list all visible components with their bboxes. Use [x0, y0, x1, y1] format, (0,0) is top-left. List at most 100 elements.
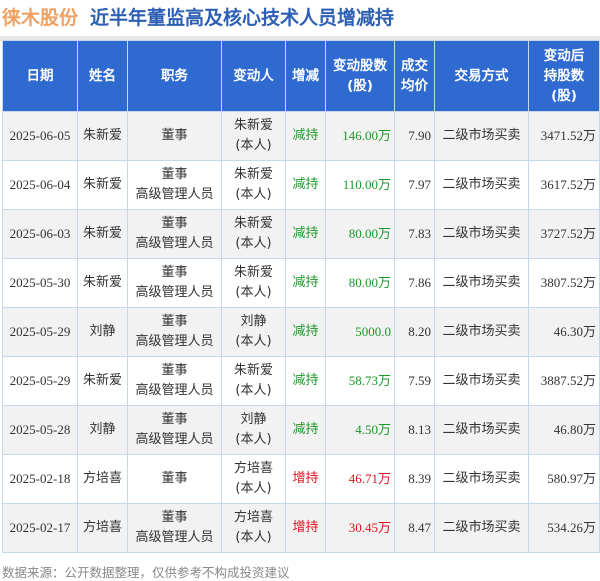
cell-name: 朱新爱 [77, 209, 128, 259]
cell-actor: 方培喜 (本人) [221, 454, 286, 504]
header-after: 变动后 持股数 (股) [528, 40, 600, 112]
cell-role: 董事 高级管理人员 [127, 356, 222, 406]
cell-after: 3617.52万 [528, 160, 600, 210]
cell-price: 8.20 [394, 307, 435, 357]
cell-date: 2025-05-29 [2, 307, 78, 357]
cell-after: 3471.52万 [528, 111, 600, 161]
cell-price: 7.59 [394, 356, 435, 406]
cell-name: 刘静 [77, 405, 128, 455]
cell-shares: 80.00万 [325, 209, 395, 259]
divider [0, 36, 600, 41]
cell-role: 董事 [127, 454, 222, 504]
cell-method: 二级市场买卖 [434, 258, 529, 308]
header-shares: 变动股数 (股) [325, 40, 395, 112]
cell-method: 二级市场买卖 [434, 160, 529, 210]
cell-date: 2025-05-30 [2, 258, 78, 308]
page-title: 徕木股份 近半年董监高及核心技术人员增减持 [2, 3, 394, 30]
cell-actor: 朱新爱 (本人) [221, 258, 286, 308]
cell-change: 增持 [285, 454, 326, 504]
cell-price: 7.86 [394, 258, 435, 308]
cell-shares: 4.50万 [325, 405, 395, 455]
cell-shares: 5000.0 [325, 307, 395, 357]
cell-name: 朱新爱 [77, 160, 128, 210]
cell-change: 减持 [285, 209, 326, 259]
cell-method: 二级市场买卖 [434, 356, 529, 406]
cell-actor: 朱新爱 (本人) [221, 209, 286, 259]
cell-name: 方培喜 [77, 503, 128, 553]
cell-actor: 刘静 (本人) [221, 307, 286, 357]
cell-price: 8.47 [394, 503, 435, 553]
cell-method: 二级市场买卖 [434, 454, 529, 504]
cell-change: 增持 [285, 503, 326, 553]
cell-change: 减持 [285, 307, 326, 357]
cell-role: 董事 高级管理人员 [127, 258, 222, 308]
cell-role: 董事 高级管理人员 [127, 307, 222, 357]
cell-name: 朱新爱 [77, 258, 128, 308]
cell-method: 二级市场买卖 [434, 405, 529, 455]
cell-name: 刘静 [77, 307, 128, 357]
table-row: 2025-05-29 刘静 董事 高级管理人员 刘静 (本人) 减持 5000.0 8.20… [2, 307, 600, 357]
cell-actor: 朱新爱 (本人) [221, 160, 286, 210]
table-row: 2025-06-05 朱新爱 董事 朱新爱 (本人) 减持 146.00万 7.90 二级市场… [2, 111, 600, 161]
cell-actor: 朱新爱 (本人) [221, 356, 286, 406]
cell-date: 2025-06-04 [2, 160, 78, 210]
cell-shares: 80.00万 [325, 258, 395, 308]
cell-shares: 30.45万 [325, 503, 395, 553]
cell-shares: 110.00万 [325, 160, 395, 210]
cell-change: 减持 [285, 160, 326, 210]
cell-price: 7.83 [394, 209, 435, 259]
cell-after: 46.80万 [528, 405, 600, 455]
cell-after: 534.26万 [528, 503, 600, 553]
company-name: 徕木股份 [2, 7, 79, 29]
table-row: 2025-06-04 朱新爱 董事 高级管理人员 朱新爱 (本人) 减持 110.00万 7… [2, 160, 600, 210]
cell-change: 减持 [285, 258, 326, 308]
cell-change: 减持 [285, 111, 326, 161]
cell-method: 二级市场买卖 [434, 209, 529, 259]
table-row: 2025-05-29 朱新爱 董事 高级管理人员 朱新爱 (本人) 减持 58.73万 7.… [2, 356, 600, 406]
table-row: 2025-05-28 刘静 董事 高级管理人员 刘静 (本人) 减持 4.50万 8.13 二… [2, 405, 600, 455]
cell-after: 3887.52万 [528, 356, 600, 406]
source-note: 数据来源：公开数据整理，仅供参考不构成投资建议 [2, 565, 290, 580]
header-method: 交易方式 [434, 40, 529, 112]
cell-date: 2025-05-29 [2, 356, 78, 406]
cell-after: 3807.52万 [528, 258, 600, 308]
cell-role: 董事 高级管理人员 [127, 209, 222, 259]
cell-change: 减持 [285, 356, 326, 406]
header-actor: 变动人 [221, 40, 286, 112]
cell-method: 二级市场买卖 [434, 307, 529, 357]
header-change: 增减 [285, 40, 326, 112]
table-row: 2025-06-03 朱新爱 董事 高级管理人员 朱新爱 (本人) 减持 80.00万 7.… [2, 209, 600, 259]
cell-date: 2025-06-05 [2, 111, 78, 161]
cell-role: 董事 [127, 111, 222, 161]
cell-date: 2025-05-28 [2, 405, 78, 455]
cell-price: 7.90 [394, 111, 435, 161]
cell-after: 46.30万 [528, 307, 600, 357]
cell-actor: 刘静 (本人) [221, 405, 286, 455]
cell-method: 二级市场买卖 [434, 111, 529, 161]
cell-price: 8.13 [394, 405, 435, 455]
cell-name: 方培喜 [77, 454, 128, 504]
table-row: 2025-05-30 朱新爱 董事 高级管理人员 朱新爱 (本人) 减持 80.00万 7.… [2, 258, 600, 308]
table-row: 2025-02-18 方培喜 董事 方培喜 (本人) 增持 46.71万 8.39 二级市场买… [2, 454, 600, 504]
cell-price: 7.97 [394, 160, 435, 210]
cell-actor: 方培喜 (本人) [221, 503, 286, 553]
cell-role: 董事 高级管理人员 [127, 405, 222, 455]
cell-name: 朱新爱 [77, 111, 128, 161]
header-role: 职务 [127, 40, 222, 112]
cell-date: 2025-06-03 [2, 209, 78, 259]
title-text: 近半年董监高及核心技术人员增减持 [90, 7, 395, 29]
cell-price: 8.39 [394, 454, 435, 504]
holdings-table: 日期 姓名 职务 变动人 增减 变动股数 (股) 成交 均价 交易方式 变动后 持股数 (股) … [2, 40, 600, 553]
cell-name: 朱新爱 [77, 356, 128, 406]
cell-change: 减持 [285, 405, 326, 455]
cell-after: 580.97万 [528, 454, 600, 504]
cell-date: 2025-02-18 [2, 454, 78, 504]
header-date: 日期 [2, 40, 78, 112]
cell-shares: 46.71万 [325, 454, 395, 504]
cell-method: 二级市场买卖 [434, 503, 529, 553]
cell-actor: 朱新爱 (本人) [221, 111, 286, 161]
header-price: 成交 均价 [394, 40, 435, 112]
cell-shares: 146.00万 [325, 111, 395, 161]
cell-role: 董事 高级管理人员 [127, 160, 222, 210]
cell-role: 董事 高级管理人员 [127, 503, 222, 553]
